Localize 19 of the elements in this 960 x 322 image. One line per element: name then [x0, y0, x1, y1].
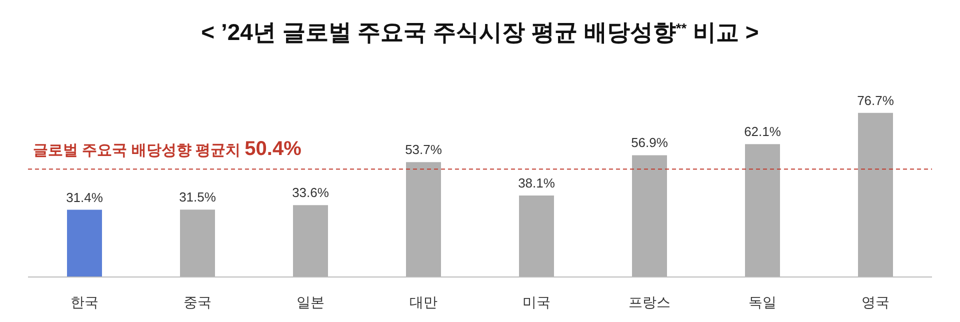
bar	[67, 210, 102, 277]
chart-title: < ’24년 글로벌 주요국 주식시장 평균 배당성향$^{**}$ 비교 >	[201, 19, 759, 45]
ref-line-label: 글로벌 주요국 배당성향 평균치 50.4%	[33, 138, 302, 160]
x-tick-label: 영국	[862, 294, 890, 310]
data-label: 62.1%	[744, 124, 782, 140]
data-label: 31.4%	[66, 190, 104, 205]
x-tick-label: 중국	[184, 294, 212, 310]
x-tick-label: 미국	[522, 294, 550, 310]
x-tick-label: 독일	[748, 294, 776, 310]
x-tick-label: 한국	[70, 294, 98, 310]
x-tick-label: 프랑스	[628, 294, 670, 310]
data-label: 33.6%	[292, 185, 330, 200]
data-label: 38.1%	[518, 175, 556, 190]
data-label: 53.7%	[405, 142, 442, 158]
data-label: 31.5%	[179, 190, 216, 205]
data-label: 76.7%	[857, 92, 894, 108]
data-label: 56.9%	[631, 135, 668, 150]
x-tick-label: 대만	[410, 294, 438, 310]
x-tick-label: 일본	[296, 294, 324, 310]
